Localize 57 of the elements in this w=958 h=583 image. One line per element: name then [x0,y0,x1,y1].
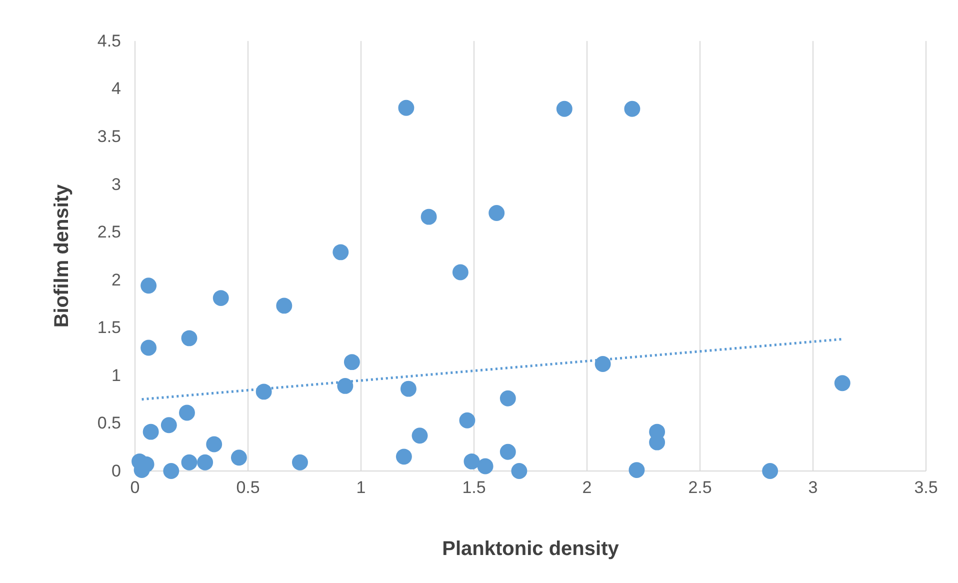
x-tick-label: 2.5 [688,478,712,498]
point [181,330,198,346]
y-axis-title: Biofilm density [51,183,73,328]
point [197,454,214,470]
y-tick-label: 0 [112,461,121,480]
point [160,417,177,434]
x-tick-label: 0 [130,478,140,498]
point [140,340,157,356]
point [511,463,528,479]
point [256,384,272,400]
point [459,412,476,428]
point [398,100,414,116]
y-tick-label: 1.5 [97,318,121,338]
point [206,436,222,452]
point [400,380,416,397]
point [344,354,360,370]
y-tick-label: 2 [112,270,121,290]
y-tick-label: 2.5 [97,222,121,242]
x-tick-label: 1.5 [462,478,486,498]
point [500,444,516,460]
point [140,278,157,294]
point [464,453,480,470]
point [412,428,428,444]
x-tick-label: 0.5 [236,478,260,498]
x-axis-title: Planktonic density [442,538,620,560]
x-tick-label: 1 [356,478,366,498]
point [500,390,516,406]
point [142,424,159,440]
point [292,454,308,470]
point [230,450,247,466]
y-tick-label: 4.5 [97,31,121,50]
y-tick-label: 0.5 [97,414,121,433]
point [420,208,437,225]
y-tick-label: 3 [112,174,121,194]
point [594,356,611,372]
point [396,448,412,465]
point [337,378,354,394]
point [452,264,468,280]
y-tick-label: 1 [112,366,121,385]
point [762,463,778,479]
point [212,290,229,306]
point [628,462,645,478]
point [181,454,198,470]
point [488,205,505,221]
point [179,404,195,421]
point [477,458,494,474]
point [834,375,850,392]
x-tick-label: 2 [582,478,592,498]
y-tick-label: 4 [112,79,121,98]
y-tick-label: 3.5 [97,126,121,146]
x-tick-label: 3 [808,478,818,498]
point [332,244,349,260]
x-tick-label: 3.5 [914,478,938,498]
point [556,100,572,117]
point [624,100,640,117]
point [163,463,180,479]
point [276,298,292,314]
